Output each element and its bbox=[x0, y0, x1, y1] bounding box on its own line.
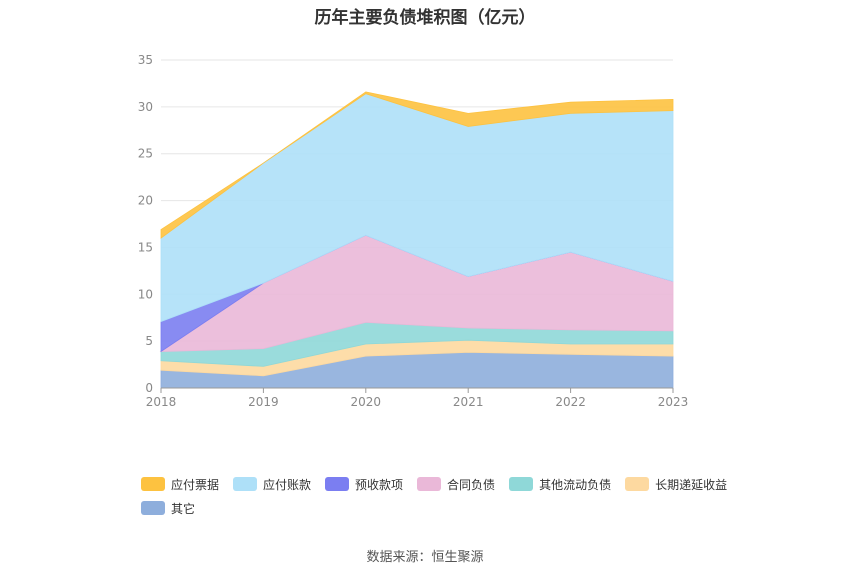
legend-swatch bbox=[509, 477, 534, 491]
legend-item[interactable]: 合同负债 bbox=[417, 476, 495, 493]
x-tick-label: 2019 bbox=[248, 395, 279, 409]
legend-label: 预收款项 bbox=[355, 477, 404, 492]
area-series-layer bbox=[159, 91, 674, 389]
y-tick-label: 30 bbox=[138, 100, 153, 114]
legend-swatch bbox=[141, 501, 165, 515]
x-tick-label: 2023 bbox=[658, 395, 689, 409]
x-tick-label: 2022 bbox=[555, 395, 586, 409]
legend-item[interactable]: 应付账款 bbox=[233, 476, 311, 493]
legend-label: 长期递延收益 bbox=[655, 477, 728, 492]
legend-swatch bbox=[625, 477, 650, 491]
y-tick-label: 15 bbox=[138, 240, 153, 254]
x-tick-label: 2018 bbox=[146, 395, 177, 409]
y-tick-label: 5 bbox=[145, 334, 153, 348]
x-tick-label: 2021 bbox=[453, 395, 484, 409]
legend-label: 应付账款 bbox=[263, 477, 312, 492]
legend-label: 合同负债 bbox=[447, 477, 496, 492]
x-tick-label: 2020 bbox=[351, 395, 382, 409]
legend-swatch bbox=[141, 477, 165, 491]
legend-swatch bbox=[325, 477, 350, 491]
legend-item[interactable]: 其它 bbox=[141, 500, 195, 517]
y-tick-label: 25 bbox=[138, 147, 153, 161]
area-series bbox=[160, 91, 674, 239]
y-tick-label: 20 bbox=[138, 194, 153, 208]
legend-item[interactable]: 长期递延收益 bbox=[625, 476, 727, 493]
data-source-note: 数据来源：恒生聚源 bbox=[366, 550, 484, 565]
chart-title: 历年主要负债堆积图（亿元） bbox=[314, 8, 536, 28]
legend-label: 应付票据 bbox=[171, 477, 220, 492]
stacked-area-chart: 0 5 10 15 20 25 30 35 2018 2019 2020 2021 2022 2023 bbox=[138, 53, 689, 409]
legend-swatch bbox=[417, 477, 442, 491]
y-tick-label: 10 bbox=[138, 287, 153, 301]
legend-row: 应付票据 应付账款 预收款项 合同负债 其他流动负债 长期递延收益 bbox=[141, 472, 741, 496]
y-tick-label: 0 bbox=[145, 381, 153, 395]
legend-item[interactable]: 其他流动负债 bbox=[509, 476, 611, 493]
legend-swatch bbox=[233, 477, 258, 491]
legend-label: 其他流动负债 bbox=[539, 477, 612, 492]
y-tick-label: 35 bbox=[138, 53, 153, 67]
legend: 应付票据 应付账款 预收款项 合同负债 其他流动负债 长期递延收益 其它 bbox=[141, 472, 741, 520]
legend-label: 其它 bbox=[171, 501, 196, 516]
axis-layer: 0 5 10 15 20 25 30 35 2018 2019 2020 2021 2022 2023 bbox=[138, 53, 689, 409]
legend-row: 其它 bbox=[141, 496, 741, 520]
legend-item[interactable]: 预收款项 bbox=[325, 476, 403, 493]
legend-item[interactable]: 应付票据 bbox=[141, 476, 219, 493]
